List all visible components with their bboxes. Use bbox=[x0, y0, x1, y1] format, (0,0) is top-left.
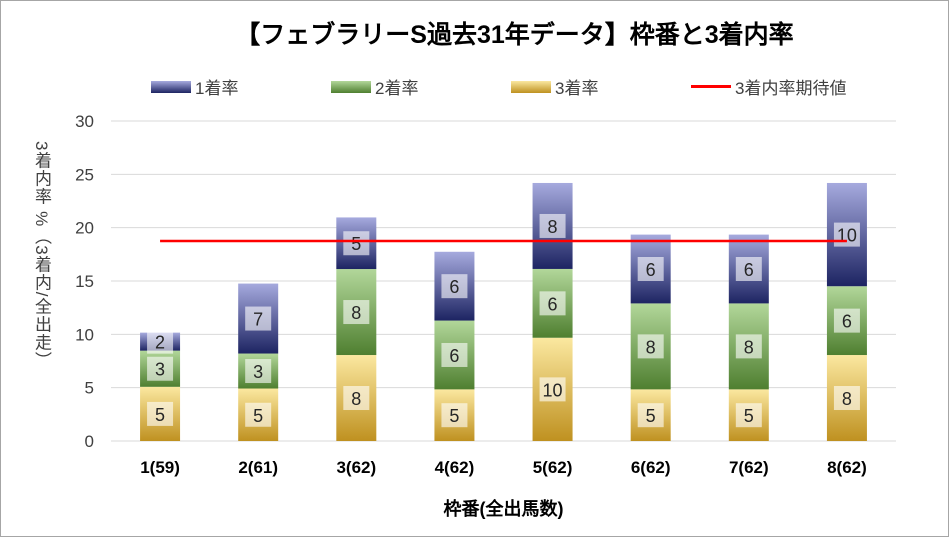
data-label-box bbox=[637, 334, 664, 359]
legend-label: 3着内率期待値 bbox=[735, 79, 847, 98]
data-label-box bbox=[343, 300, 370, 325]
data-label: 3 bbox=[155, 360, 165, 380]
legend-label: 1着率 bbox=[195, 79, 239, 98]
y-axis-title: 3着内率 %（3着内/全出走） bbox=[32, 141, 51, 370]
y-tick-label: 10 bbox=[75, 325, 94, 344]
x-tick-label: 6(62) bbox=[631, 458, 671, 477]
data-label-box bbox=[441, 274, 468, 299]
data-label-box bbox=[147, 401, 174, 426]
data-label: 3 bbox=[253, 362, 263, 382]
data-label: 6 bbox=[548, 294, 558, 314]
data-label: 6 bbox=[646, 260, 656, 280]
data-label: 5 bbox=[155, 405, 165, 425]
data-label: 8 bbox=[646, 337, 656, 357]
data-label-box bbox=[147, 356, 174, 381]
data-label-box bbox=[539, 377, 566, 402]
data-label: 6 bbox=[449, 277, 459, 297]
data-label: 10 bbox=[837, 226, 857, 246]
legend-item-expected: 3着内率期待値 bbox=[691, 74, 846, 99]
data-label: 2 bbox=[155, 333, 165, 353]
data-label-box bbox=[833, 308, 860, 333]
data-label-box bbox=[441, 342, 468, 367]
data-label: 6 bbox=[842, 312, 852, 332]
data-label-box bbox=[441, 403, 468, 428]
legend-item-1st: 1着率 bbox=[151, 74, 331, 99]
y-tick-label: 0 bbox=[85, 432, 94, 451]
y-tick-label: 25 bbox=[75, 165, 94, 184]
legend-label: 3着率 bbox=[555, 79, 599, 98]
data-label: 8 bbox=[842, 389, 852, 409]
x-axis-title: 枠番(全出馬数) bbox=[444, 498, 564, 519]
x-tick-label: 2(61) bbox=[238, 458, 278, 477]
x-tick-label: 7(62) bbox=[729, 458, 769, 477]
data-label: 8 bbox=[548, 217, 558, 237]
data-label: 5 bbox=[646, 406, 656, 426]
data-label-box bbox=[833, 386, 860, 411]
legend-swatch bbox=[331, 80, 371, 93]
x-tick-label: 3(62) bbox=[336, 458, 376, 477]
data-label-box bbox=[735, 403, 762, 428]
data-label-box bbox=[245, 402, 272, 427]
data-label: 6 bbox=[449, 346, 459, 366]
legend-line bbox=[691, 85, 731, 88]
legend-item-3rd: 3着率 bbox=[511, 74, 691, 99]
data-label: 6 bbox=[744, 260, 754, 280]
chart-title: 【フェブラリーS過去31年データ】枠番と3着内率 bbox=[235, 21, 794, 49]
data-label: 5 bbox=[449, 406, 459, 426]
data-label-box bbox=[245, 359, 272, 384]
x-tick-label: 4(62) bbox=[435, 458, 475, 477]
data-label-box bbox=[637, 403, 664, 428]
data-label-box bbox=[343, 386, 370, 411]
data-label-box bbox=[539, 291, 566, 316]
data-label-box bbox=[637, 257, 664, 281]
y-tick-label: 30 bbox=[75, 112, 94, 131]
legend-swatch bbox=[151, 80, 191, 93]
legend-swatch bbox=[511, 80, 551, 93]
data-label: 5 bbox=[253, 406, 263, 426]
x-tick-label: 1(59) bbox=[140, 458, 180, 477]
y-tick-label: 5 bbox=[85, 379, 94, 398]
x-tick-label: 8(62) bbox=[827, 458, 867, 477]
data-label: 5 bbox=[351, 234, 361, 254]
data-label: 5 bbox=[744, 406, 754, 426]
data-label-box bbox=[735, 257, 762, 281]
data-label-box bbox=[245, 306, 272, 331]
x-tick-label: 5(62) bbox=[533, 458, 573, 477]
data-label: 8 bbox=[351, 303, 361, 323]
data-label: 8 bbox=[744, 337, 754, 357]
data-label-box bbox=[343, 231, 370, 256]
legend-item-2nd: 2着率 bbox=[331, 74, 511, 99]
data-label: 8 bbox=[351, 389, 361, 409]
data-label: 10 bbox=[543, 380, 563, 400]
data-label-box bbox=[539, 213, 566, 238]
y-tick-label: 20 bbox=[75, 219, 94, 238]
y-tick-label: 15 bbox=[75, 272, 94, 291]
legend-label: 2着率 bbox=[375, 79, 419, 98]
data-label-box bbox=[833, 222, 860, 247]
data-label: 7 bbox=[253, 310, 263, 330]
data-label-box bbox=[735, 334, 762, 359]
legend: 1着率 2着率 3着率 3着内率期待値 bbox=[151, 74, 846, 99]
data-label-box bbox=[147, 329, 174, 354]
